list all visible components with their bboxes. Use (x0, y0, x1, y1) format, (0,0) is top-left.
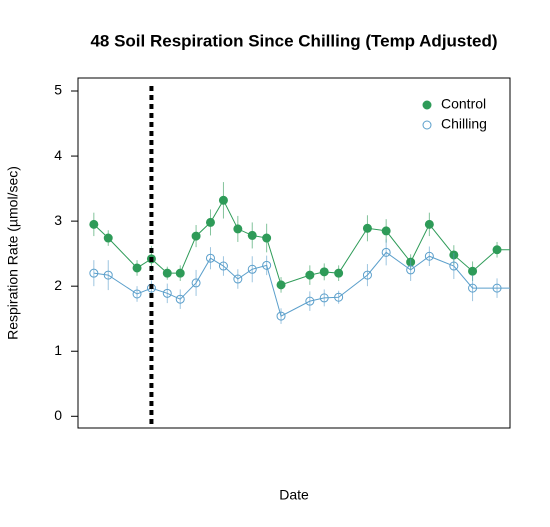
legend-marker (422, 120, 432, 130)
data-point (305, 296, 315, 306)
y-tick-label: 4 (54, 147, 62, 163)
data-point (89, 219, 99, 229)
legend-marker (422, 100, 432, 110)
data-point (175, 268, 185, 278)
y-tick-label: 1 (54, 342, 62, 358)
data-point (103, 270, 113, 280)
data-point (381, 247, 391, 257)
y-tick-label: 5 (54, 82, 62, 98)
data-point (305, 270, 315, 280)
data-point (218, 195, 228, 205)
y-axis-label: Respiration Rate (µmol/sec) (5, 166, 21, 340)
data-point (262, 260, 272, 270)
data-point (381, 226, 391, 236)
chart-title: 48 Soil Respiration Since Chilling (Temp… (90, 31, 497, 50)
data-point (449, 261, 459, 271)
plot-frame (77, 77, 511, 429)
data-point (205, 217, 215, 227)
data-point (468, 266, 478, 276)
data-point (468, 283, 478, 293)
data-point (233, 224, 243, 234)
data-point (319, 267, 329, 277)
data-point (205, 253, 215, 263)
data-point (276, 311, 286, 321)
data-point (89, 268, 99, 278)
data-point (103, 233, 113, 243)
y-tick-label: 0 (54, 407, 62, 423)
data-point (233, 274, 243, 284)
data-point (362, 223, 372, 233)
data-point (247, 230, 257, 240)
y-tick-label: 2 (54, 277, 62, 293)
data-point (522, 284, 530, 292)
data-point (191, 231, 201, 241)
data-point (262, 233, 272, 243)
data-point (334, 292, 344, 302)
data-point (132, 263, 142, 273)
plot-area (89, 182, 530, 324)
data-point (175, 294, 185, 304)
data-point (362, 270, 372, 280)
x-axis-label: Date (279, 487, 309, 503)
data-point (492, 245, 502, 255)
data-point (276, 280, 286, 290)
data-point (492, 283, 502, 293)
data-point (218, 261, 228, 271)
legend-label: Control (441, 96, 486, 112)
data-point (162, 288, 172, 298)
data-point (424, 219, 434, 229)
data-point (406, 265, 416, 275)
data-point (522, 246, 530, 254)
data-point (424, 251, 434, 261)
y-tick-label: 3 (54, 212, 62, 228)
data-point (247, 264, 257, 274)
data-point (132, 289, 142, 299)
data-point (319, 293, 329, 303)
data-point (162, 268, 172, 278)
legend-label: Chilling (441, 116, 487, 132)
data-point (334, 268, 344, 278)
data-point (191, 278, 201, 288)
